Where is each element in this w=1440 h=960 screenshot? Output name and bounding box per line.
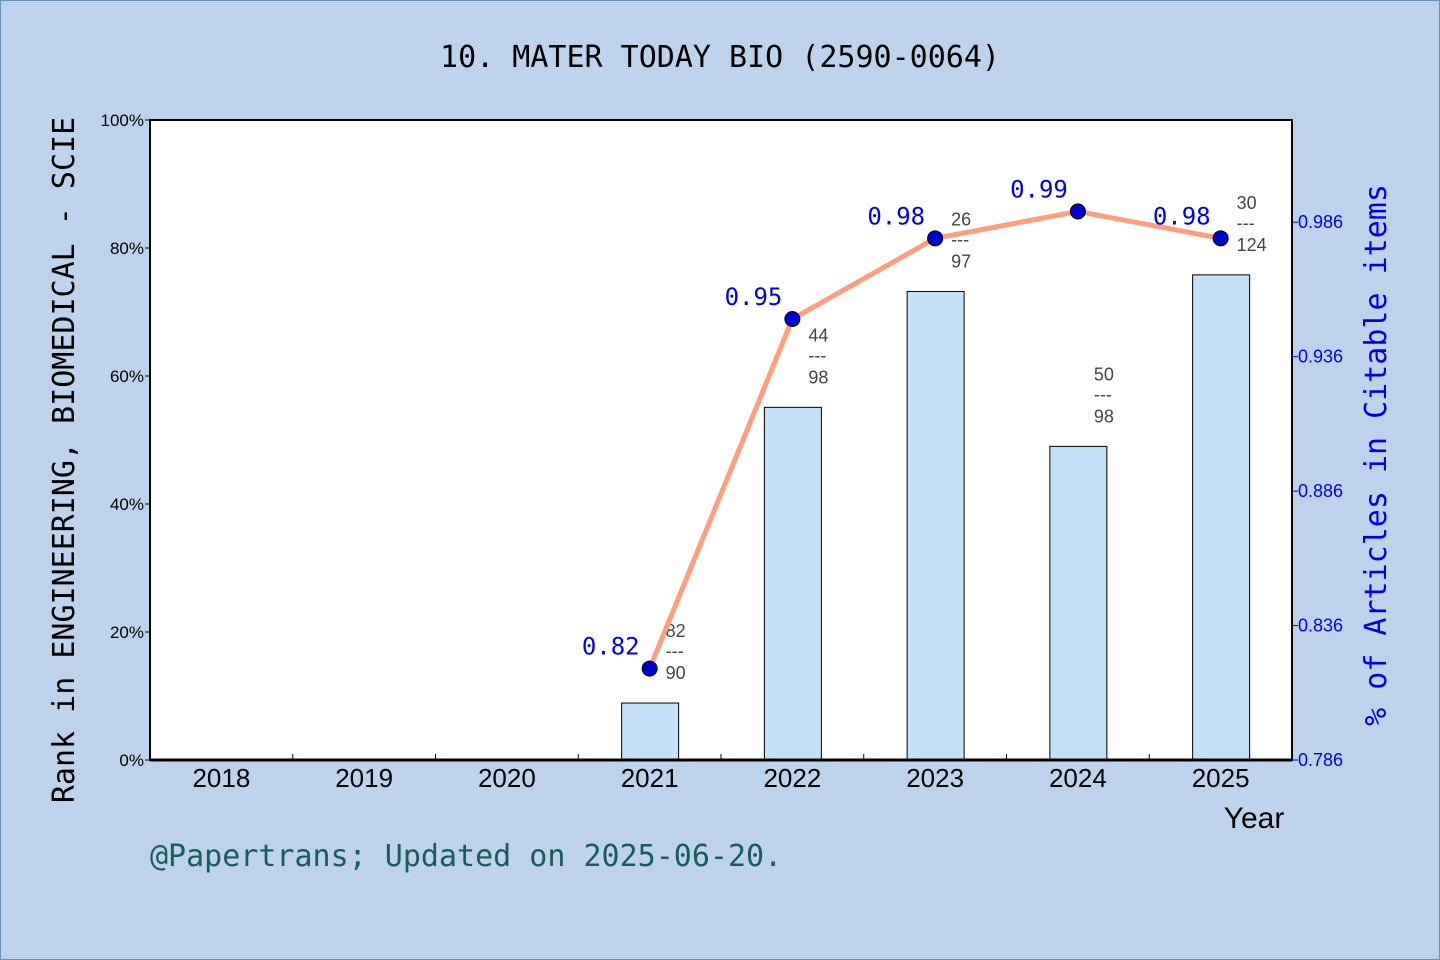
rank-separator: --- [1094, 384, 1112, 404]
y2-tick-label: 0.936 [1298, 347, 1343, 367]
total-label-2024: 98 [1094, 406, 1114, 426]
line-point-2022 [784, 310, 801, 327]
rank-label-2023: 26 [951, 210, 971, 230]
rank-label-2025: 30 [1237, 193, 1257, 213]
line-point-2021 [641, 660, 658, 677]
bar-2023 [906, 291, 965, 761]
y2-tick-label: 0.886 [1298, 481, 1343, 501]
x-tick-label: 2018 [192, 763, 250, 793]
line-label-2024: 0.99 [1010, 175, 1068, 203]
credit-text: @Papertrans; Updated on 2025-06-20. [150, 839, 782, 874]
plot-area [149, 119, 1293, 761]
rank-label-2021: 82 [666, 621, 686, 641]
y2-axis-label: % of Articles in Citable items [1359, 184, 1394, 726]
bar-2024 [1049, 445, 1108, 761]
rank-separator: --- [808, 345, 826, 365]
x-tick-label: 2023 [906, 763, 964, 793]
y-tick-label: 0% [119, 751, 144, 770]
y2-tick-label: 0.986 [1298, 212, 1343, 232]
total-label-2023: 97 [951, 252, 971, 272]
x-tick-label: 2020 [478, 763, 536, 793]
line-point-2025 [1212, 230, 1229, 247]
rank-separator: --- [1237, 213, 1255, 233]
rank-separator: --- [666, 641, 684, 661]
y-tick-label: 60% [110, 367, 144, 386]
x-tick-label: 2019 [335, 763, 393, 793]
line-label-2021: 0.82 [582, 633, 640, 661]
bar-2025 [1192, 274, 1251, 761]
x-tick-label: 2022 [763, 763, 821, 793]
line-label-2022: 0.95 [725, 283, 783, 311]
total-label-2022: 98 [808, 367, 828, 387]
total-label-2025: 124 [1237, 235, 1267, 255]
line-label-2023: 0.98 [867, 202, 925, 230]
y2-tick-label: 0.786 [1298, 750, 1343, 770]
x-axis-label: Year [1224, 802, 1285, 835]
line-point-2024 [1069, 203, 1086, 220]
x-tick-label: 2025 [1192, 763, 1250, 793]
chart-title: 10. MATER TODAY BIO (2590-0064) [440, 40, 1000, 75]
line-label-2025: 0.98 [1153, 202, 1211, 230]
rank-label-2022: 44 [808, 325, 828, 345]
bar-2022 [763, 406, 822, 761]
y-tick-label: 100% [101, 111, 144, 130]
x-tick-label: 2021 [621, 763, 679, 793]
y2-tick-label: 0.836 [1298, 616, 1343, 636]
y-tick-label: 80% [110, 239, 144, 258]
line-point-2023 [927, 230, 944, 247]
rank-label-2024: 50 [1094, 364, 1114, 384]
y-tick-label: 20% [110, 623, 144, 642]
y-tick-label: 40% [110, 495, 144, 514]
x-tick-label: 2024 [1049, 763, 1107, 793]
total-label-2021: 90 [666, 663, 686, 683]
y-axis-label: Rank in ENGINEERING, BIOMEDICAL - SCIE [47, 117, 82, 803]
bar-2021 [621, 702, 680, 761]
